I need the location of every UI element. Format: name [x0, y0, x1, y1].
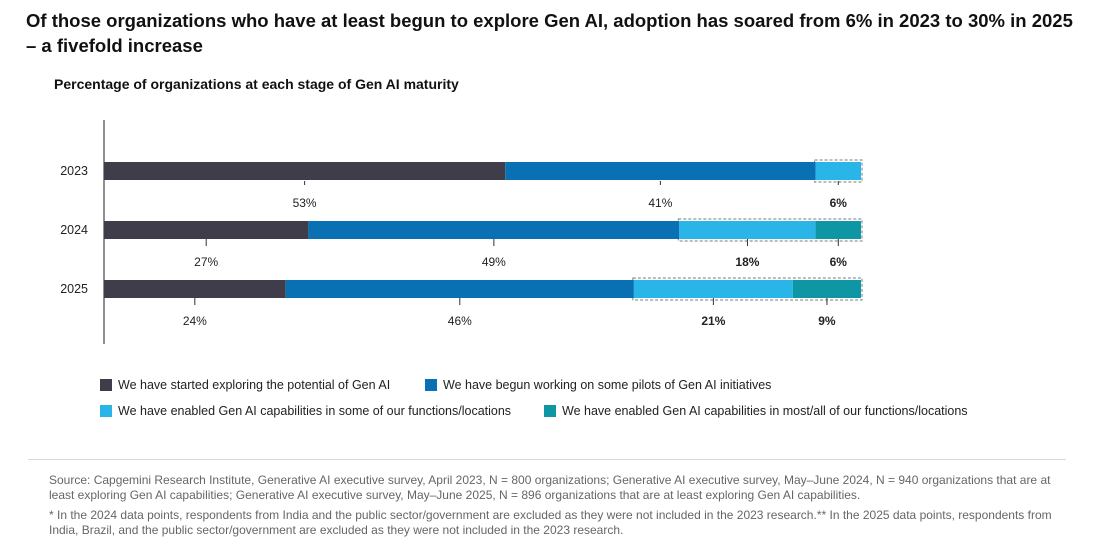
- source-note: Source: Capgemini Research Institute, Ge…: [49, 473, 1051, 502]
- legend-swatch-pilots: [425, 379, 437, 391]
- bar-2024-pilots: [308, 221, 680, 239]
- legend-item-exploring: We have started exploring the potential …: [100, 378, 390, 392]
- data-label-2024-pilots: 49%: [482, 255, 506, 269]
- exclusion-note: * In the 2024 data points, respondents f…: [49, 508, 1052, 537]
- data-label-2023-some-functions: 6%: [830, 196, 848, 210]
- bar-2023-pilots: [505, 162, 816, 180]
- legend-swatch-most-functions: [544, 405, 556, 417]
- bar-2024-exploring: [104, 221, 309, 239]
- legend-label-most-functions: We have enabled Gen AI capabilities in m…: [562, 404, 968, 418]
- y-tick-label-2025: 2025: [60, 282, 88, 296]
- bar-2024-some-functions: [679, 221, 816, 239]
- legend-item-most-functions: We have enabled Gen AI capabilities in m…: [544, 404, 968, 418]
- data-label-2024-some-functions: 18%: [735, 255, 759, 269]
- legend-label-pilots: We have begun working on some pilots of …: [443, 378, 772, 392]
- legend-swatch-some-functions: [100, 405, 112, 417]
- y-tick-label-2024: 2024: [60, 223, 88, 237]
- data-label-2024-most-functions: 6%: [830, 255, 848, 269]
- data-label-2025-most-functions: 9%: [818, 314, 836, 328]
- y-tick-label-2023: 2023: [60, 164, 88, 178]
- bar-2025-some-functions: [633, 280, 793, 298]
- legend-label-some-functions: We have enabled Gen AI capabilities in s…: [118, 404, 512, 418]
- legend-item-pilots: We have begun working on some pilots of …: [425, 378, 771, 392]
- footnote-divider: [28, 459, 1066, 460]
- bar-2023-some-functions: [815, 162, 861, 180]
- legend-label-exploring: We have started exploring the potential …: [118, 378, 391, 392]
- bars-layer: 2023 53% 41% 6% 2024 27% 49% 18% 6% 2025 24% 46% 21%…: [60, 159, 863, 328]
- bar-2025-most-functions: [792, 280, 861, 298]
- chart-title: Percentage of organizations at each stag…: [54, 76, 459, 92]
- data-label-2025-pilots: 46%: [448, 314, 472, 328]
- data-label-2023-exploring: 53%: [293, 196, 317, 210]
- legend-item-some-functions: We have enabled Gen AI capabilities in s…: [100, 404, 511, 418]
- bar-2025-pilots: [285, 280, 634, 298]
- data-label-2025-some-functions: 21%: [701, 314, 725, 328]
- data-label-2024-exploring: 27%: [194, 255, 218, 269]
- data-label-2025-exploring: 24%: [183, 314, 207, 328]
- stacked-bar-chart: 2023 53% 41% 6% 2024 27% 49% 18% 6% 2025 24% 46% 21%…: [60, 120, 863, 344]
- legend-swatch-exploring: [100, 379, 112, 391]
- bar-2025-exploring: [104, 280, 286, 298]
- page-headline: Of those organizations who have at least…: [26, 10, 1073, 56]
- bar-2023-exploring: [104, 162, 506, 180]
- data-label-2023-pilots: 41%: [648, 196, 672, 210]
- bar-2024-most-functions: [815, 221, 861, 239]
